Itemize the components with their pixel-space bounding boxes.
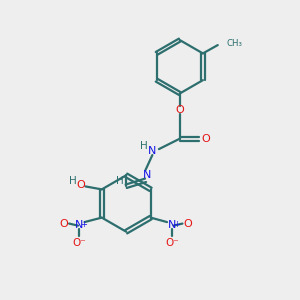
Text: O⁻: O⁻	[166, 238, 179, 248]
Text: +: +	[80, 220, 87, 229]
Text: O: O	[184, 219, 192, 229]
Text: H: H	[116, 176, 124, 186]
Text: O: O	[201, 134, 210, 144]
Text: O: O	[175, 106, 184, 116]
Text: CH₃: CH₃	[226, 39, 242, 48]
Text: N: N	[168, 220, 177, 230]
Text: N: N	[143, 170, 151, 180]
Text: O: O	[59, 219, 68, 229]
Text: +: +	[173, 220, 180, 229]
Text: N: N	[75, 220, 83, 230]
Text: O⁻: O⁻	[72, 238, 86, 248]
Text: O: O	[76, 180, 85, 190]
Text: H: H	[140, 141, 148, 151]
Text: H: H	[69, 176, 77, 186]
Text: N: N	[148, 146, 157, 156]
